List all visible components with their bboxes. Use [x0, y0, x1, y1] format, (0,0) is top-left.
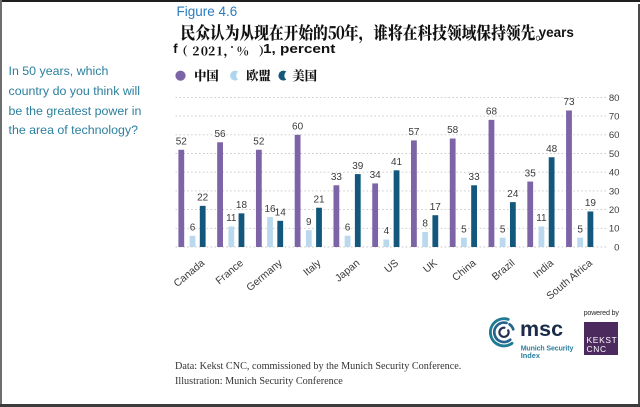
- svg-text:52: 52: [176, 136, 188, 147]
- svg-text:US: US: [383, 258, 401, 276]
- svg-text:33: 33: [331, 172, 343, 183]
- svg-text:18: 18: [236, 200, 248, 211]
- svg-text:56: 56: [215, 129, 227, 140]
- svg-text:70: 70: [609, 112, 620, 123]
- svg-text:60: 60: [292, 122, 304, 133]
- svg-text:14: 14: [275, 208, 287, 219]
- svg-text:11: 11: [536, 213, 547, 224]
- svg-text:Index: Index: [521, 351, 541, 360]
- svg-text:40: 40: [609, 168, 620, 179]
- svg-text:Germany: Germany: [245, 257, 285, 293]
- svg-text:24: 24: [507, 189, 519, 200]
- svg-text:Canada: Canada: [172, 258, 207, 290]
- svg-text:6: 6: [345, 222, 351, 233]
- svg-text:UK: UK: [422, 258, 440, 276]
- svg-text:19: 19: [585, 198, 597, 209]
- svg-text:5: 5: [500, 224, 506, 235]
- svg-text:10: 10: [609, 224, 620, 235]
- svg-text:Japan: Japan: [333, 258, 362, 285]
- svg-text:5: 5: [461, 224, 467, 235]
- svg-text:Brazil: Brazil: [490, 258, 517, 283]
- svg-text:5: 5: [577, 224, 583, 235]
- svg-text:41: 41: [391, 157, 403, 168]
- svg-text:30: 30: [609, 186, 620, 197]
- svg-text:21: 21: [313, 194, 325, 205]
- svg-text:57: 57: [408, 127, 420, 138]
- svg-text:9: 9: [306, 217, 312, 228]
- svg-text:33: 33: [469, 172, 481, 183]
- svg-text:17: 17: [430, 202, 442, 213]
- svg-text:msc: msc: [520, 317, 563, 341]
- svg-text:India: India: [532, 258, 557, 281]
- svg-text:50: 50: [609, 149, 620, 160]
- svg-text:0: 0: [614, 242, 619, 253]
- svg-text:52: 52: [253, 136, 265, 147]
- svg-text:France: France: [214, 258, 246, 287]
- svg-text:8: 8: [422, 219, 428, 230]
- svg-text:68: 68: [486, 107, 498, 118]
- svg-text:48: 48: [546, 144, 558, 155]
- svg-text:60: 60: [609, 130, 620, 141]
- svg-text:China: China: [451, 258, 479, 284]
- svg-text:Italy: Italy: [302, 257, 324, 278]
- svg-text:80: 80: [609, 93, 620, 104]
- svg-text:Munich Security: Munich Security: [521, 346, 574, 353]
- svg-text:20: 20: [609, 205, 620, 216]
- svg-text:22: 22: [197, 193, 209, 204]
- svg-text:11: 11: [226, 213, 237, 224]
- svg-text:6: 6: [190, 222, 196, 233]
- svg-text:16: 16: [264, 204, 276, 215]
- svg-text:35: 35: [525, 168, 537, 179]
- svg-text:58: 58: [447, 125, 459, 136]
- svg-text:4: 4: [384, 226, 390, 237]
- svg-text:73: 73: [563, 97, 575, 108]
- svg-text:34: 34: [370, 170, 382, 181]
- svg-text:39: 39: [352, 161, 364, 172]
